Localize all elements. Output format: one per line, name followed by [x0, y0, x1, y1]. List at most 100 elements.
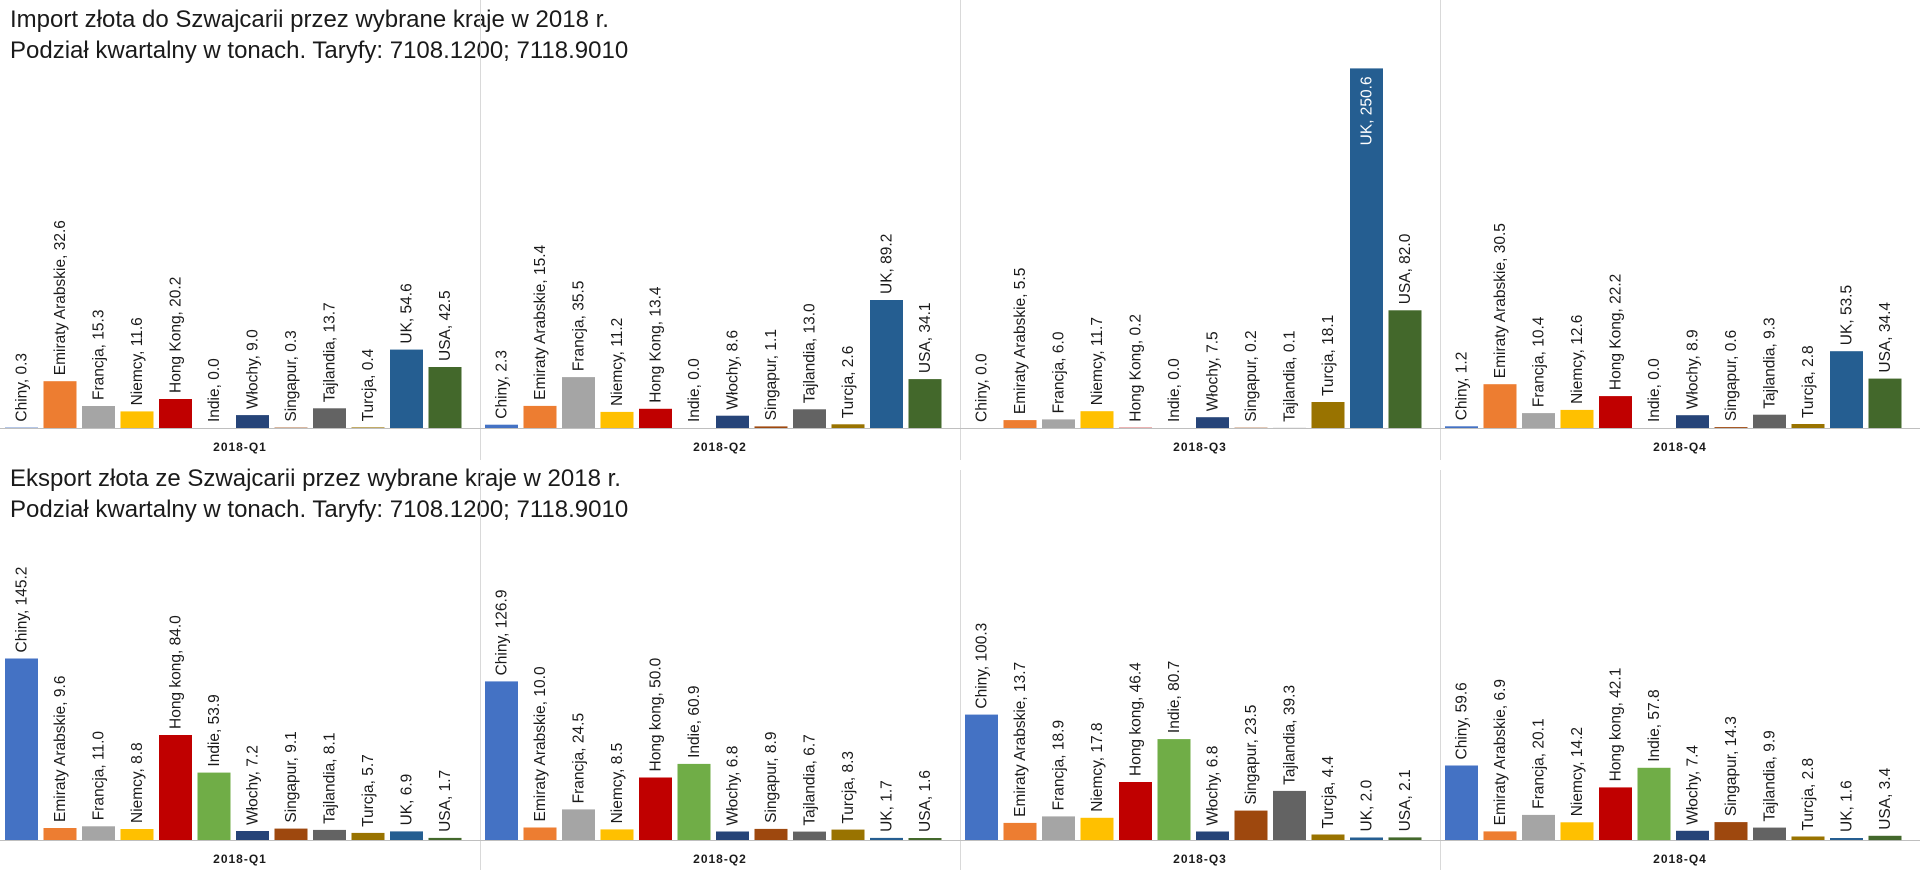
- import-bar-label-2018-q3-chiny: Chiny, 0.0: [974, 353, 991, 422]
- import-bar-label-2018-q4-chiny: Chiny, 1.2: [1454, 352, 1471, 421]
- export-bar-label-2018-q4-tajlandia: Tajlandia, 9.9: [1762, 730, 1779, 821]
- export-bar-label-2018-q2-wlochy: Włochy, 6.8: [725, 746, 742, 826]
- export-bar-label-2018-q1-hong-kong: Hong kong, 84.0: [168, 615, 185, 729]
- import-bar-label-2018-q1-hong-kong: Hong Kong, 20.2: [168, 277, 185, 393]
- export-bar-2018-q3-turcja: [1311, 834, 1345, 840]
- export-bar-2018-q4-tajlandia: [1753, 827, 1786, 840]
- export-bar-label-2018-q1-chiny: Chiny, 145.2: [14, 567, 31, 653]
- export-bar-label-2018-q3-emiraty-arabskie: Emiraty Arabskie, 13.7: [1012, 662, 1029, 817]
- import-bar-2018-q2-wlochy: [716, 415, 749, 428]
- import-bar-label-2018-q2-emiraty-arabskie: Emiraty Arabskie, 15.4: [532, 244, 549, 399]
- import-bar-2018-q3-uk: [1350, 68, 1383, 429]
- export-bar-2018-q2-hong-kong: [639, 777, 672, 840]
- export-bar-label-2018-q3-singapur: Singapur, 23.5: [1243, 705, 1260, 805]
- import-bar-label-2018-q1-indie: Indie, 0.0: [206, 358, 223, 422]
- import-bar-label-2018-q4-singapur: Singapur, 0.6: [1723, 330, 1740, 421]
- export-bar-label-2018-q2-hong-kong: Hong kong, 50.0: [648, 657, 665, 771]
- import-bar-label-2018-q1-francja: Francja, 15.3: [91, 310, 108, 400]
- export-bar-2018-q4-chiny: [1445, 765, 1478, 840]
- export-bar-2018-q2-tajlandia: [793, 831, 826, 840]
- import-category-label-2018-q1: 2018-Q1: [213, 440, 267, 454]
- export-bar-2018-q4-francja: [1522, 814, 1555, 840]
- export-bar-label-2018-q2-emiraty-arabskie: Emiraty Arabskie, 10.0: [532, 666, 549, 821]
- export-bar-2018-q1-wlochy: [236, 831, 269, 840]
- export-bar-2018-q3-niemcy: [1080, 817, 1114, 841]
- import-bar-2018-q1-niemcy: [120, 411, 154, 428]
- import-bar-label-2018-q1-niemcy: Niemcy, 11.6: [129, 317, 146, 405]
- export-bar-label-2018-q4-niemcy: Niemcy, 14.2: [1569, 727, 1586, 816]
- export-bar-2018-q2-turcja: [831, 829, 865, 840]
- import-bar-label-2018-q2-wlochy: Włochy, 8.6: [725, 330, 742, 410]
- export-bar-label-2018-q3-wlochy: Włochy, 6.8: [1205, 746, 1222, 826]
- import-bar-2018-q4-chiny: [1445, 426, 1478, 428]
- export-bar-2018-q1-usa: [428, 837, 462, 840]
- export-bar-2018-q1-turcja: [351, 832, 385, 840]
- import-bar-label-2018-q4-usa: USA, 34.4: [1877, 302, 1894, 373]
- export-bar-label-2018-q1-francja: Francja, 11.0: [91, 731, 108, 821]
- export-bar-2018-q1-hong-kong: [159, 735, 192, 840]
- export-bar-label-2018-q3-usa: USA, 2.1: [1397, 769, 1414, 831]
- export-category-label-2018-q2: 2018-Q2: [693, 852, 747, 866]
- export-bar-2018-q3-singapur: [1234, 810, 1268, 840]
- import-bar-2018-q3-niemcy: [1080, 411, 1114, 428]
- import-bar-label-2018-q2-niemcy: Niemcy, 11.2: [609, 318, 626, 406]
- export-bar-label-2018-q4-singapur: Singapur, 14.3: [1723, 716, 1740, 816]
- export-bar-2018-q3-uk: [1350, 837, 1383, 840]
- import-bar-2018-q2-hong-kong: [639, 408, 672, 428]
- export-bar-label-2018-q2-chiny: Chiny, 126.9: [494, 590, 511, 676]
- export-bar-label-2018-q3-francja: Francja, 18.9: [1051, 720, 1068, 810]
- import-bar-2018-q1-wlochy: [236, 415, 269, 428]
- export-bar-2018-q4-turcja: [1791, 836, 1825, 840]
- export-bar-2018-q2-usa: [908, 838, 942, 840]
- export-bar-label-2018-q3-chiny: Chiny, 100.3: [974, 623, 991, 709]
- export-bar-2018-q1-singapur: [274, 828, 308, 840]
- export-bar-2018-q4-wlochy: [1676, 830, 1709, 841]
- import-bar-label-2018-q1-emiraty-arabskie: Emiraty Arabskie, 32.6: [52, 220, 69, 375]
- import-bar-label-2018-q3-francja: Francja, 6.0: [1051, 331, 1068, 413]
- import-bar-2018-q3-usa: [1388, 310, 1422, 428]
- import-bar-label-2018-q3-indie: Indie, 0.0: [1166, 358, 1183, 422]
- export-bar-2018-q3-tajlandia: [1273, 790, 1306, 840]
- import-bar-2018-q4-emiraty-arabskie: [1483, 384, 1517, 428]
- export-bar-label-2018-q4-indie: Indie, 57.8: [1646, 689, 1663, 761]
- export-bar-label-2018-q2-indie: Indie, 60.9: [686, 685, 703, 757]
- import-bar-label-2018-q3-turcja: Turcja, 18.1: [1320, 315, 1337, 396]
- import-bar-label-2018-q1-tajlandia: Tajlandia, 13.7: [322, 302, 339, 402]
- import-bar-label-2018-q1-usa: USA, 42.5: [437, 290, 454, 361]
- import-bar-label-2018-q1-uk: UK, 54.6: [399, 283, 416, 343]
- import-bar-2018-q4-turcja: [1791, 424, 1825, 428]
- import-bar-2018-q1-hong-kong: [159, 399, 192, 428]
- export-bar-label-2018-q1-wlochy: Włochy, 7.2: [245, 745, 262, 825]
- import-bar-2018-q4-uk: [1830, 351, 1863, 428]
- export-bar-2018-q2-indie: [677, 763, 711, 840]
- import-chart-subtitle: Podział kwartalny w tonach. Taryfy: 7108…: [10, 37, 629, 64]
- import-bar-2018-q4-tajlandia: [1753, 414, 1786, 428]
- export-bar-2018-q1-francja: [82, 826, 115, 841]
- export-bar-2018-q1-tajlandia: [313, 829, 346, 840]
- export-bar-2018-q3-wlochy: [1196, 831, 1229, 840]
- import-bar-2018-q4-niemcy: [1560, 409, 1594, 428]
- import-bar-label-2018-q3-niemcy: Niemcy, 11.7: [1089, 317, 1106, 405]
- import-bar-2018-q2-usa: [908, 379, 942, 428]
- export-bar-label-2018-q1-singapur: Singapur, 9.1: [283, 731, 300, 822]
- import-bar-2018-q1-tajlandia: [313, 408, 346, 428]
- import-bar-2018-q1-francja: [82, 406, 115, 428]
- import-category-label-2018-q4: 2018-Q4: [1653, 440, 1707, 454]
- export-bar-2018-q1-uk: [390, 831, 423, 840]
- export-bar-2018-q2-chiny: [485, 681, 518, 840]
- export-category-label-2018-q3: 2018-Q3: [1173, 852, 1227, 866]
- export-bar-label-2018-q1-usa: USA, 1.7: [437, 770, 454, 832]
- import-bar-2018-q1-usa: [428, 367, 462, 428]
- export-chart: Chiny, 145.2 Emiraty Arabskie, 9.6 Francja…: [0, 470, 1920, 870]
- import-bar-2018-q2-singapur: [754, 426, 788, 428]
- export-bar-2018-q4-usa: [1868, 835, 1902, 841]
- import-bar-label-2018-q2-chiny: Chiny, 2.3: [494, 350, 511, 419]
- import-bar-2018-q3-francja: [1042, 419, 1075, 428]
- import-bar-2018-q2-tajlandia: [793, 409, 826, 428]
- export-bar-label-2018-q3-niemcy: Niemcy, 17.8: [1089, 722, 1106, 811]
- import-category-label-2018-q3: 2018-Q3: [1173, 440, 1227, 454]
- export-bar-label-2018-q1-indie: Indie, 53.9: [206, 694, 223, 766]
- export-category-label-2018-q1: 2018-Q1: [213, 852, 267, 866]
- import-bar-label-2018-q4-uk: UK, 53.5: [1839, 285, 1856, 345]
- export-bar-2018-q2-niemcy: [600, 829, 634, 840]
